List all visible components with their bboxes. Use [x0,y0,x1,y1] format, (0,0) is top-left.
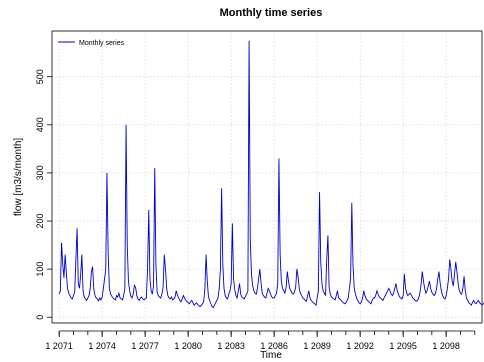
x-tick-label: 1 2077 [131,341,159,351]
y-tick-label: 100 [35,262,45,277]
x-tick-label: 1 2095 [389,341,417,351]
y-axis: 0 100 200 300 400 500 [35,69,52,320]
y-tick-label: 500 [35,69,45,84]
legend: Monthly series [54,33,140,49]
chart-title: Monthly time series [220,7,323,19]
plot-frame [51,30,483,324]
grid [52,31,482,323]
x-tick-label: 1 2092 [346,341,374,351]
x-axis: 1 2071 1 2074 1 2077 1 2080 1 2083 1 2086 1 20… [45,330,476,351]
y-tick-label: 200 [35,214,45,229]
legend-box [54,33,140,49]
x-tick-label: 1 2083 [217,341,245,351]
x-tick-label: 1 2071 [45,341,73,351]
y-axis-label: flow [m3/s/month] [13,138,24,217]
series-line [58,40,484,309]
x-axis-label: Time [260,350,282,361]
x-tick-label: 1 2098 [432,341,460,351]
legend-label: Monthly series [79,40,125,47]
y-tick-label: 0 [35,315,45,320]
y-tick-label: 400 [35,117,45,132]
y-tick-label: 300 [35,165,45,180]
x-tick-label: 1 2086 [260,341,288,351]
x-tick-label: 1 2080 [174,341,202,351]
x-tick-label: 1 2074 [88,341,116,351]
x-tick-label: 1 2089 [303,341,331,351]
